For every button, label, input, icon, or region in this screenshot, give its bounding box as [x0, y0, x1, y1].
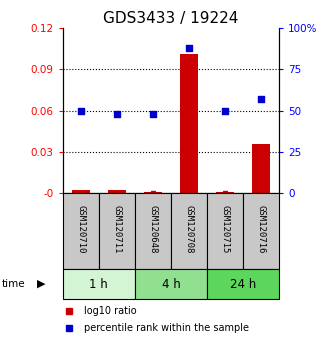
- Text: percentile rank within the sample: percentile rank within the sample: [84, 324, 249, 333]
- Text: GSM120711: GSM120711: [112, 205, 121, 254]
- Bar: [63, 193, 99, 269]
- Bar: [63, 269, 135, 299]
- Bar: [135, 269, 207, 299]
- Text: GSM120648: GSM120648: [148, 205, 157, 254]
- Text: GSM120708: GSM120708: [185, 205, 194, 254]
- Bar: [171, 193, 207, 269]
- Text: ▶: ▶: [37, 279, 45, 289]
- Bar: [216, 192, 234, 193]
- Point: [259, 96, 264, 102]
- Text: log10 ratio: log10 ratio: [84, 306, 137, 315]
- Text: GSM120715: GSM120715: [221, 205, 230, 254]
- Bar: [135, 193, 171, 269]
- Text: GSM120716: GSM120716: [257, 205, 266, 254]
- Bar: [72, 190, 90, 193]
- Text: 1 h: 1 h: [89, 278, 108, 291]
- Bar: [99, 193, 135, 269]
- Bar: [252, 144, 270, 193]
- Text: 24 h: 24 h: [230, 278, 256, 291]
- Title: GDS3433 / 19224: GDS3433 / 19224: [103, 11, 239, 26]
- Text: 4 h: 4 h: [161, 278, 180, 291]
- Text: time: time: [2, 279, 25, 289]
- Bar: [180, 55, 198, 193]
- Bar: [207, 269, 279, 299]
- Bar: [243, 193, 279, 269]
- Bar: [207, 193, 243, 269]
- Point: [187, 45, 192, 51]
- Text: GSM120710: GSM120710: [76, 205, 85, 254]
- Point: [114, 111, 119, 117]
- Bar: [144, 192, 162, 193]
- Point: [78, 108, 83, 114]
- Point: [150, 111, 155, 117]
- Bar: [108, 190, 126, 193]
- Point: [222, 108, 228, 114]
